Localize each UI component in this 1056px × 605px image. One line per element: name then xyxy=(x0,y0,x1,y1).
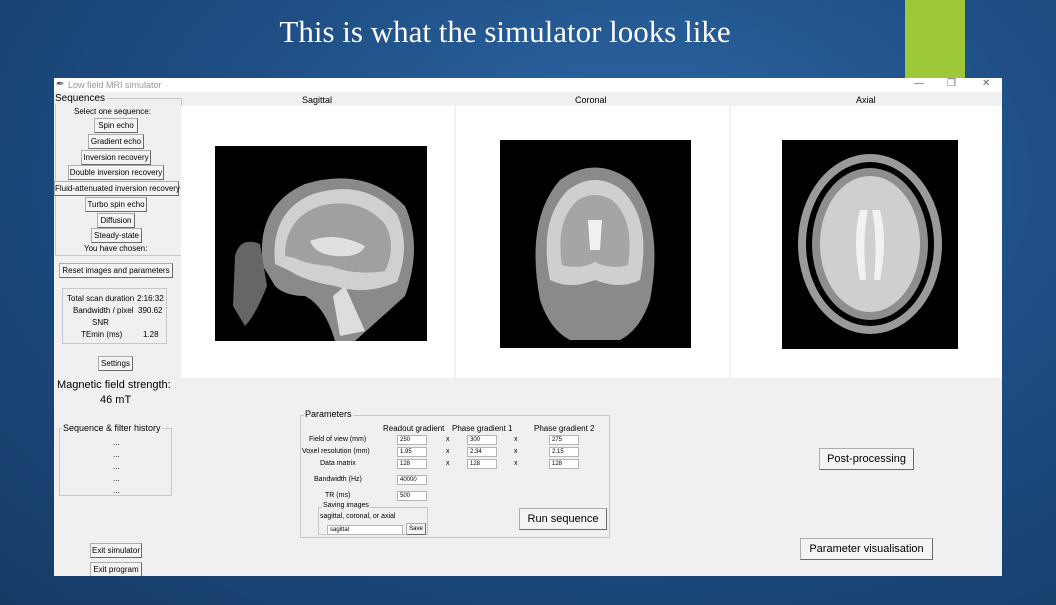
chosen-label: You have chosen: xyxy=(84,244,148,253)
simulator-window: ✒ Low field MRI simulator — ❐ ✕ Sequence… xyxy=(54,78,1002,576)
flair-button[interactable]: Fluid-attenuated inversion recovery xyxy=(54,181,180,196)
fov-phase1-input[interactable]: 300 xyxy=(467,435,497,445)
save-button[interactable]: Save xyxy=(406,523,426,535)
inversion-recovery-button[interactable]: Inversion recovery xyxy=(81,150,151,165)
sagittal-panel xyxy=(181,106,454,378)
minimize-button[interactable]: — xyxy=(914,78,924,89)
saving-hint: sagittal, coronal, or axial xyxy=(320,513,396,520)
voxel-phase2-input[interactable]: 2.15 xyxy=(549,447,579,457)
history-item: ... xyxy=(113,438,120,447)
x-separator: x xyxy=(446,448,450,455)
temin-value: 1.28 xyxy=(143,330,159,339)
stats-frame xyxy=(62,288,167,344)
feather-icon: ✒ xyxy=(56,79,65,90)
axial-panel xyxy=(731,106,1002,378)
history-header: Sequence & filter history xyxy=(62,423,162,433)
exit-simulator-button[interactable]: Exit simulator xyxy=(90,543,142,558)
restore-button[interactable]: ❐ xyxy=(947,78,956,89)
post-processing-button[interactable]: Post-processing xyxy=(819,448,914,470)
x-separator: x xyxy=(514,448,518,455)
fov-label: Field of view (mm) xyxy=(309,436,367,443)
bandwidth-input[interactable]: 40000 xyxy=(397,475,427,485)
history-item: ... xyxy=(113,474,120,483)
fov-readout-input[interactable]: 250 xyxy=(397,435,427,445)
coronal-panel xyxy=(456,106,729,378)
matrix-label: Data matrix xyxy=(320,460,356,467)
turbo-spin-echo-button[interactable]: Turbo spin echo xyxy=(85,197,147,212)
temin-label: TEmin (ms) xyxy=(81,330,123,339)
double-inversion-recovery-button[interactable]: Double inversion recovery xyxy=(68,165,164,180)
voxel-readout-input[interactable]: 1.95 xyxy=(397,447,427,457)
tr-label: TR (ms) xyxy=(325,492,351,499)
bandwidth-label: Bandwidth (Hz) xyxy=(314,476,362,483)
x-separator: x xyxy=(446,436,450,443)
field-strength-value: 46 mT xyxy=(100,394,132,406)
steady-state-button[interactable]: Steady-state xyxy=(91,228,142,243)
snr-label: SNR xyxy=(92,318,109,327)
slide-title: This is what the simulator looks like xyxy=(279,14,731,49)
history-item: ... xyxy=(113,462,120,471)
field-strength-label: Magnetic field strength: xyxy=(57,379,171,391)
readout-column-header: Readout gradient xyxy=(383,424,445,433)
phase2-column-header: Phase gradient 2 xyxy=(534,424,595,433)
gradient-echo-button[interactable]: Gradient echo xyxy=(88,134,144,149)
exit-program-button[interactable]: Exit program xyxy=(90,562,142,576)
voxel-phase1-input[interactable]: 2.34 xyxy=(467,447,497,457)
accent-bar xyxy=(905,0,965,78)
parameters-frame xyxy=(300,415,610,538)
total-scan-duration-label: Total scan duration xyxy=(67,294,135,303)
fov-phase2-input[interactable]: 275 xyxy=(549,435,579,445)
title-bar: ✒ Low field MRI simulator — ❐ ✕ xyxy=(54,78,1002,92)
x-separator: x xyxy=(446,460,450,467)
spin-echo-button[interactable]: Spin echo xyxy=(94,118,138,133)
sequence-prompt: Select one sequence: xyxy=(74,107,151,116)
diffusion-button[interactable]: Diffusion xyxy=(97,213,135,228)
reset-button[interactable]: Reset images and parameters xyxy=(59,263,173,278)
sagittal-image xyxy=(215,146,427,341)
x-separator: x xyxy=(514,460,518,467)
parameters-header: Parameters xyxy=(304,409,353,419)
voxel-label: Voxel resolution (mm) xyxy=(302,448,370,455)
history-item: ... xyxy=(113,486,120,495)
total-scan-duration-value: 2:16:32 xyxy=(137,294,164,303)
sequences-header: Sequences xyxy=(55,93,108,104)
saving-header: Saving images xyxy=(322,502,370,509)
matrix-phase1-input[interactable]: 128 xyxy=(467,459,497,469)
phase1-column-header: Phase gradient 1 xyxy=(452,424,513,433)
coronal-image xyxy=(500,140,691,348)
bandwidth-pixel-value: 390.62 xyxy=(138,306,163,315)
matrix-readout-input[interactable]: 128 xyxy=(397,459,427,469)
x-separator: x xyxy=(514,436,518,443)
settings-button[interactable]: Settings xyxy=(98,356,133,371)
coronal-title: Coronal xyxy=(575,95,607,105)
window-title: Low field MRI simulator xyxy=(68,80,162,90)
matrix-phase2-input[interactable]: 128 xyxy=(549,459,579,469)
history-item: ... xyxy=(113,450,120,459)
sagittal-title: Sagittal xyxy=(302,95,333,105)
saving-input[interactable]: sagittal xyxy=(327,525,403,535)
parameter-visualisation-button[interactable]: Parameter visualisation xyxy=(800,538,933,560)
tr-input[interactable]: 500 xyxy=(397,491,427,501)
run-sequence-button[interactable]: Run sequence xyxy=(519,508,607,530)
axial-title: Axial xyxy=(856,95,876,105)
bandwidth-pixel-label: Bandwidth / pixel xyxy=(73,306,134,315)
close-button[interactable]: ✕ xyxy=(982,78,991,89)
axial-image xyxy=(782,140,958,349)
